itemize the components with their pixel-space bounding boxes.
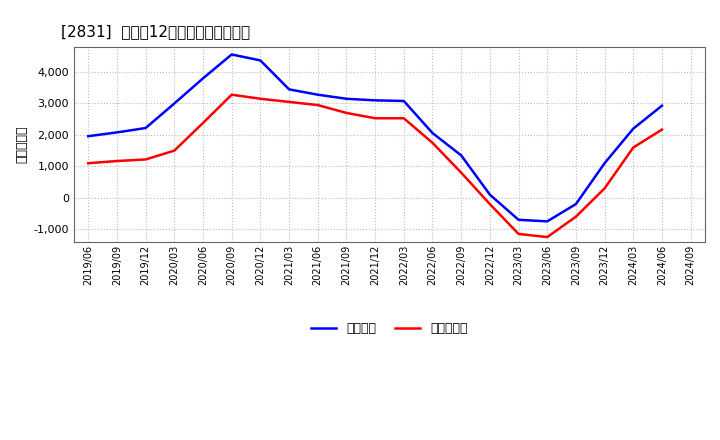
Text: [2831]  利益の12か月移動合計の推移: [2831] 利益の12か月移動合計の推移 — [61, 24, 251, 39]
Legend: 経常利益, 当期純利益: 経常利益, 当期純利益 — [311, 322, 467, 335]
当期純利益 — [256, 96, 265, 101]
経常利益 — [199, 76, 207, 81]
経常利益 — [572, 202, 580, 207]
経常利益 — [657, 103, 666, 108]
経常利益 — [228, 52, 236, 57]
当期純利益 — [514, 231, 523, 237]
経常利益 — [457, 153, 466, 158]
経常利益 — [371, 98, 379, 103]
当期純利益 — [199, 121, 207, 126]
当期純利益 — [629, 145, 638, 150]
経常利益 — [284, 87, 293, 92]
経常利益 — [485, 192, 494, 197]
当期純利益 — [141, 157, 150, 162]
経常利益 — [170, 101, 179, 106]
経常利益 — [84, 134, 93, 139]
経常利益 — [629, 126, 638, 131]
当期純利益 — [457, 170, 466, 175]
経常利益 — [313, 92, 322, 97]
当期純利益 — [170, 148, 179, 153]
当期純利益 — [313, 103, 322, 108]
当期純利益 — [371, 116, 379, 121]
経常利益 — [141, 125, 150, 131]
当期純利益 — [543, 235, 552, 240]
当期純利益 — [400, 116, 408, 121]
当期純利益 — [84, 161, 93, 166]
経常利益 — [400, 98, 408, 103]
当期純利益 — [284, 99, 293, 105]
当期純利益 — [485, 202, 494, 207]
Y-axis label: （百万円）: （百万円） — [15, 125, 28, 163]
経常利益 — [514, 217, 523, 223]
経常利益 — [428, 130, 437, 136]
経常利益 — [543, 219, 552, 224]
当期純利益 — [600, 186, 609, 191]
経常利益 — [342, 96, 351, 101]
経常利益 — [256, 58, 265, 63]
当期純利益 — [657, 127, 666, 132]
経常利益 — [600, 161, 609, 166]
当期純利益 — [342, 110, 351, 116]
Line: 当期純利益: 当期純利益 — [89, 95, 662, 237]
当期純利益 — [428, 140, 437, 146]
経常利益 — [112, 130, 121, 135]
当期純利益 — [112, 158, 121, 164]
Line: 経常利益: 経常利益 — [89, 55, 662, 221]
当期純利益 — [228, 92, 236, 97]
当期純利益 — [572, 214, 580, 219]
